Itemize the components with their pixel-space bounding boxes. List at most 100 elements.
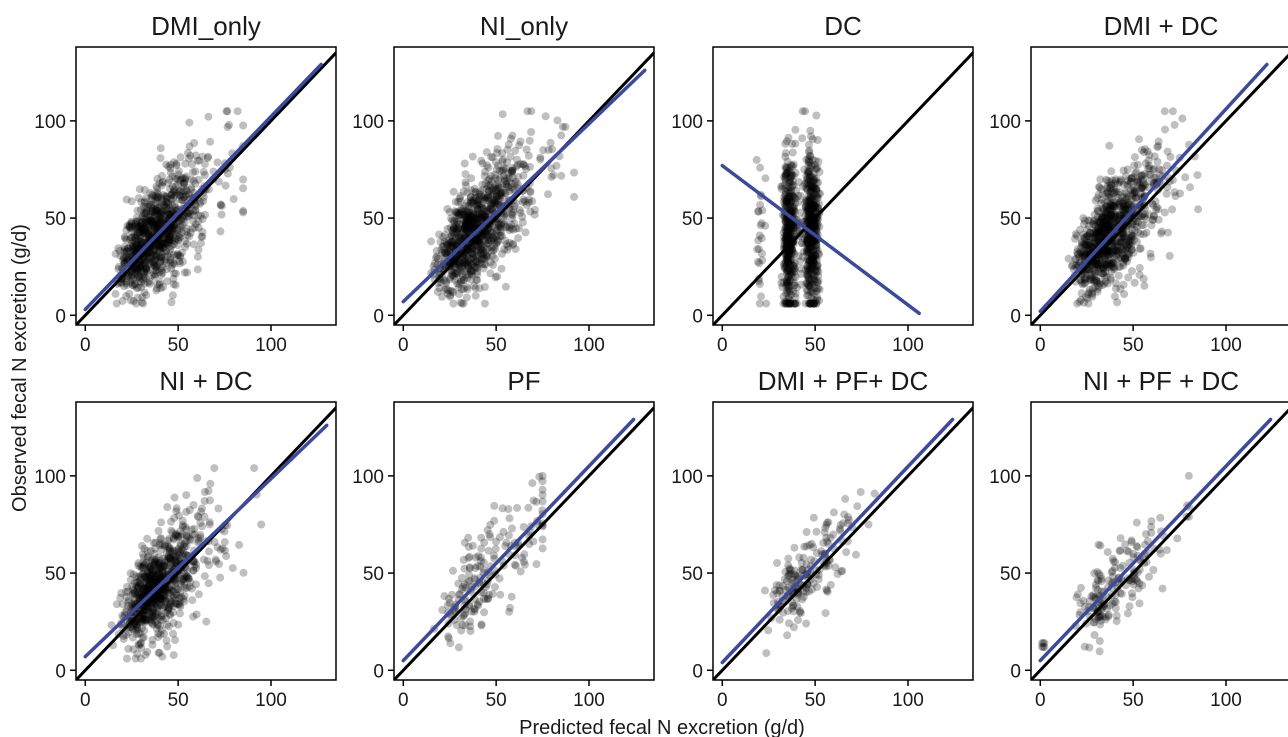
data-point	[1104, 247, 1113, 256]
data-point	[504, 140, 513, 149]
data-point	[138, 217, 147, 226]
data-point	[457, 235, 466, 244]
data-point	[805, 173, 814, 182]
data-point	[1095, 218, 1104, 227]
x-tick-label: 50	[805, 335, 826, 356]
data-point	[180, 268, 189, 277]
data-point	[157, 563, 166, 572]
data-point	[806, 204, 815, 213]
data-point	[178, 221, 187, 229]
data-point	[797, 269, 806, 278]
data-point	[788, 228, 797, 236]
data-point	[463, 256, 472, 265]
data-point	[461, 202, 470, 211]
data-point	[804, 240, 813, 248]
data-point	[1073, 250, 1082, 258]
data-point	[1111, 207, 1120, 216]
data-point	[466, 222, 475, 231]
data-point	[1089, 219, 1097, 228]
data-point	[467, 275, 475, 284]
data-point	[172, 552, 181, 561]
data-point	[173, 226, 182, 234]
data-point	[506, 134, 515, 143]
data-point	[458, 225, 467, 233]
data-point	[479, 211, 488, 220]
data-point	[487, 236, 495, 245]
data-point	[1091, 196, 1100, 205]
data-point	[802, 196, 811, 205]
data-point	[1094, 190, 1103, 199]
y-tick-label: 100	[671, 112, 703, 133]
data-point	[1110, 210, 1119, 219]
data-point	[1102, 224, 1111, 233]
data-point	[153, 211, 162, 220]
data-point	[505, 174, 514, 183]
data-point	[174, 533, 183, 542]
regression-line	[720, 163, 921, 316]
data-point	[489, 234, 498, 243]
data-point	[804, 154, 813, 163]
data-point	[1132, 542, 1141, 551]
data-point	[182, 537, 191, 546]
data-point	[808, 269, 817, 278]
data-point	[1110, 263, 1119, 272]
data-point	[148, 611, 157, 620]
data-point	[781, 199, 789, 208]
data-point	[141, 263, 150, 272]
data-point	[806, 180, 815, 189]
data-point	[465, 215, 474, 224]
y-tick-label: 50	[363, 209, 384, 230]
data-point	[805, 249, 814, 258]
data-point	[154, 569, 163, 578]
data-point	[169, 591, 178, 600]
data-point	[483, 594, 492, 603]
data-point	[806, 243, 814, 252]
data-point	[189, 206, 198, 215]
x-tick-label: 100	[573, 690, 605, 711]
data-point	[455, 261, 464, 270]
data-point	[809, 169, 818, 178]
data-point	[444, 236, 453, 245]
data-point	[775, 615, 784, 624]
data-point	[1096, 227, 1105, 236]
data-point	[127, 233, 136, 242]
data-point	[481, 251, 490, 260]
data-point	[461, 255, 470, 264]
data-point	[805, 146, 814, 155]
panel-frame	[393, 401, 655, 681]
data-point	[463, 259, 472, 268]
data-point	[1116, 175, 1125, 184]
data-point	[1099, 205, 1108, 214]
data-point	[172, 558, 181, 567]
data-point	[507, 592, 516, 601]
data-point	[167, 236, 176, 245]
data-point	[1132, 575, 1141, 584]
data-point	[802, 279, 811, 288]
data-point	[179, 594, 188, 603]
data-point	[784, 263, 793, 272]
data-point	[788, 177, 797, 186]
data-point	[782, 577, 791, 586]
data-point	[1132, 193, 1141, 202]
data-point	[1079, 240, 1088, 249]
data-point	[807, 239, 816, 248]
data-point	[145, 216, 154, 225]
data-point	[166, 164, 175, 173]
data-point	[147, 207, 156, 216]
data-point	[526, 207, 535, 216]
data-point	[809, 178, 818, 187]
data-point	[527, 107, 536, 116]
data-point	[1098, 204, 1107, 213]
data-point	[458, 211, 467, 220]
data-point	[134, 591, 143, 599]
data-point	[807, 265, 816, 274]
data-point	[1081, 602, 1090, 611]
data-point	[812, 219, 821, 227]
data-point	[139, 229, 148, 238]
data-point	[137, 267, 146, 276]
data-point	[1139, 274, 1148, 283]
data-point	[144, 585, 153, 593]
data-point	[801, 212, 810, 221]
data-point	[503, 173, 512, 182]
data-point	[1108, 186, 1117, 195]
